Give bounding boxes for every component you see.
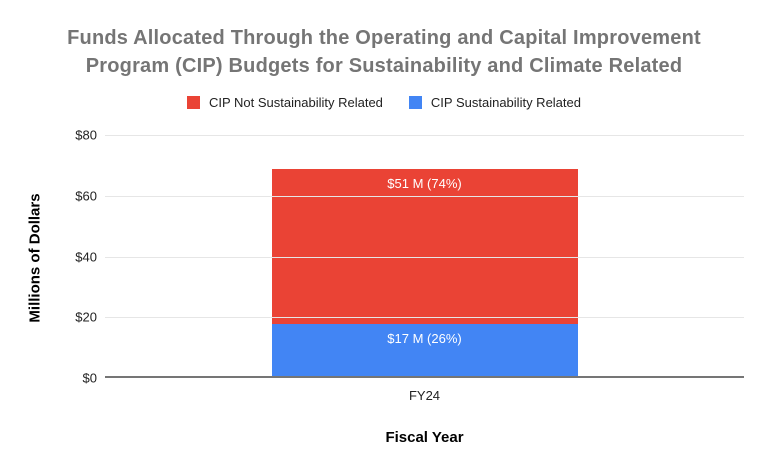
- legend-label: CIP Sustainability Related: [430, 95, 581, 110]
- legend-item-cip-sustainability: CIP Sustainability Related: [408, 95, 581, 110]
- gridline: [105, 135, 744, 136]
- x-axis-title: Fiscal Year: [385, 429, 464, 446]
- gridline: [105, 317, 744, 319]
- gridline: [105, 195, 744, 197]
- bar-segment-label: $51 M (74%): [387, 176, 462, 192]
- bar-segment: $17 M (26%): [271, 324, 578, 376]
- y-tick-label: $40: [75, 249, 97, 264]
- chart-title-line1: Funds Allocated Through the Operating an…: [67, 27, 701, 49]
- bar-fy24: $17 M (26%) $51 M (74%): [271, 169, 578, 376]
- bar-segment-label: $17 M (26%): [387, 331, 462, 347]
- legend-swatch-blue-icon: [408, 96, 422, 109]
- legend-item-cip-not-sustainability: CIP Not Sustainability Related: [187, 95, 383, 110]
- legend: CIP Not Sustainability Related CIP Susta…: [0, 95, 768, 110]
- y-tick-label: $60: [75, 188, 97, 204]
- chart-title: Funds Allocated Through the Operating an…: [0, 24, 768, 80]
- bar-segment: $51 M (74%): [271, 169, 578, 325]
- legend-label: CIP Not Sustainability Related: [209, 95, 383, 110]
- plot-area: $17 M (26%) $51 M (74%): [105, 135, 744, 378]
- x-tick-label: FY24: [408, 388, 441, 403]
- y-tick-label: $20: [75, 309, 97, 325]
- gridline: [105, 256, 744, 258]
- chart-title-line2: Program (CIP) Budgets for Sustainability…: [85, 55, 683, 77]
- legend-swatch-red-icon: [187, 96, 200, 109]
- y-tick-label: $80: [75, 127, 97, 143]
- x-axis-baseline: [105, 376, 744, 378]
- y-axis-ticks: $0 $20 $40 $60 $80: [0, 128, 97, 386]
- y-tick-label: $0: [82, 370, 97, 386]
